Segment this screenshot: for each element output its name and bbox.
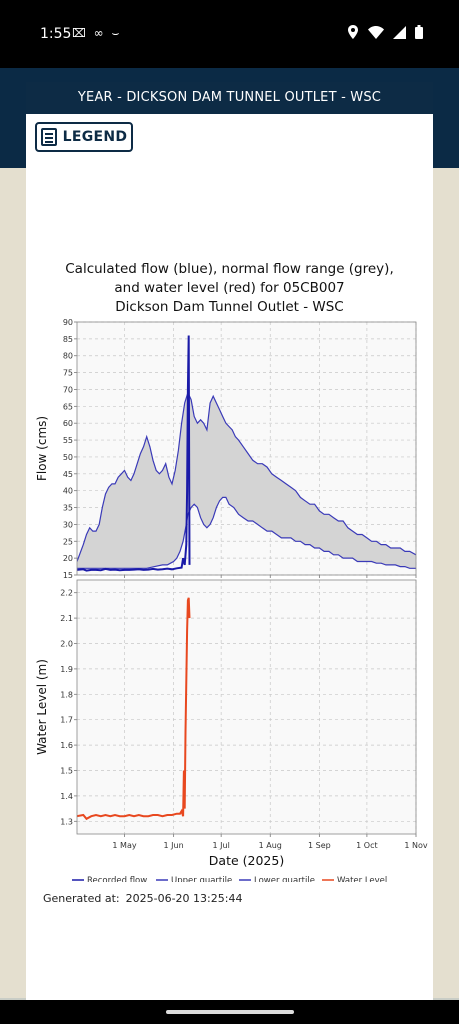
y-tick-label: 1.5 [60,767,73,776]
dialog-title: YEAR - DICKSON DAM TUNNEL OUTLET - WSC [26,82,433,114]
y-tick-label: 55 [63,436,73,445]
y-tick-label: 30 [63,520,73,529]
series-lower-quartile [77,496,416,569]
y-tick-label: 45 [63,470,73,479]
legend-entry: Water Level [337,876,387,882]
x-tick-label: 1 Aug [259,841,282,850]
chart-title-line-3: Dickson Dam Tunnel Outlet - WSC [115,299,344,315]
flow-water-level-chart: 15 20 25 30 35 40 45 50 55 60 65 70 75 80 85 90 Flow (cm… [35,318,428,882]
x-tick-label: 1 Sep [308,841,331,850]
y-axis-label: Flow (cms) [35,416,49,481]
wifi-icon [368,25,384,39]
legend-entry: Lower quartile [254,876,315,882]
y-tick-label: 1.8 [60,690,73,699]
gesture-nav-bar [0,1000,459,1024]
y-tick-label: 20 [63,554,73,563]
y-tick-label: 2.2 [60,589,73,598]
y-tick-label: 1.7 [60,716,73,725]
list-icon [40,128,57,146]
notification-icons: ⌧ ∞ ⌣ [72,26,122,40]
y-tick-label: 60 [63,419,73,428]
series-upper-quartile [77,391,416,562]
y-tick-label: 50 [63,453,73,462]
y-tick-label: 1.3 [60,817,73,826]
series-water-level [77,597,191,821]
plot-frame [76,579,417,835]
y-tick-label: 2.0 [60,640,73,649]
signal-icon [393,25,406,39]
y-tick-label: 40 [63,487,73,496]
y-tick-label: 80 [63,352,73,361]
location-icon [348,25,358,39]
x-tick-label: 1 May [112,841,136,850]
legend-button-label: LEGEND [62,129,128,145]
x-tick-label: 1 Oct [356,841,377,850]
status-bar: 1:55 ⌧ ∞ ⌣ [0,0,459,68]
y-tick-label: 1.6 [60,741,73,750]
y-tick-label: 2.1 [60,614,73,623]
plot-background [77,580,416,834]
plot-frame [76,321,417,576]
normal-range-area [77,392,416,569]
map-left-edge [0,168,26,998]
battery-icon [415,25,423,39]
y-tick-label: 35 [63,504,73,513]
home-gesture-handle[interactable] [166,1010,294,1014]
y-tick-label: 1.9 [60,665,73,674]
series-recorded-flow [77,335,191,572]
station-chart-dialog: YEAR - DICKSON DAM TUNNEL OUTLET - WSC L… [26,82,433,1000]
chart-title-line-2: and water level (red) for 05CB007 [114,280,345,296]
x-tick-label: 1 Jul [213,841,230,850]
chart-title-line-1: Calculated flow (blue), normal flow rang… [65,261,394,277]
status-right-icons [347,25,423,39]
legend-entry: Upper quartile [171,876,232,882]
legend-button[interactable]: LEGEND [35,122,133,152]
y-tick-label: 90 [63,318,73,327]
y-tick-label: 15 [63,571,73,580]
legend-entry: Recorded flow [87,876,147,882]
generated-at: Generated at: 2025-06-20 13:25:44 [43,892,248,905]
generated-label: Generated at: [43,892,120,905]
y-tick-label: 25 [63,537,73,546]
y-tick-label: 70 [63,385,73,394]
chart-title: Calculated flow (blue), normal flow rang… [26,260,433,317]
generated-value: 2025-06-20 13:25:44 [125,892,243,905]
y-axis-label: Water Level (m) [35,659,49,755]
x-tick-label: 1 Jun [164,841,184,850]
y-tick-label: 85 [63,335,73,344]
y-tick-label: 1.4 [60,792,73,801]
y-tick-label: 65 [63,402,73,411]
y-tick-label: 75 [63,369,73,378]
status-time: 1:55 [40,26,72,42]
x-tick-label: 1 Nov [404,841,428,850]
map-right-edge [433,168,459,998]
x-axis-label: Date (2025) [209,853,284,868]
